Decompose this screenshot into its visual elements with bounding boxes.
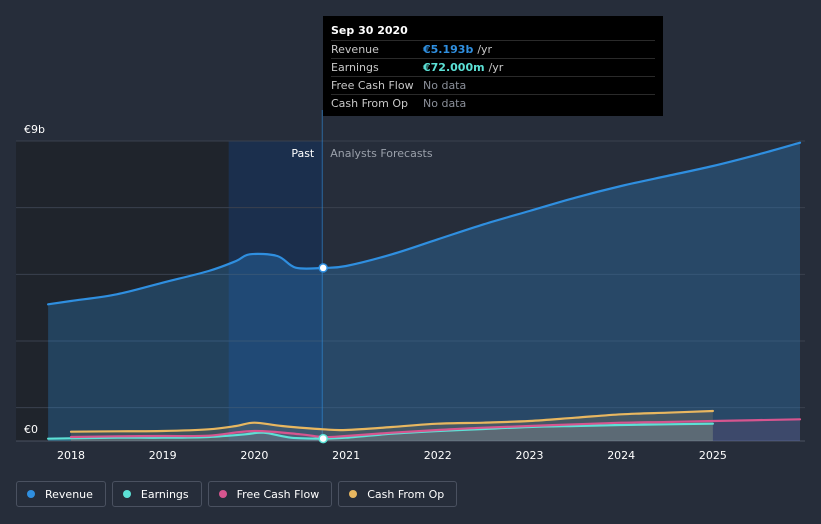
tooltip-label: Free Cash Flow	[331, 79, 414, 92]
legend-label: Cash From Op	[367, 487, 445, 501]
line-cash-from-op	[69, 409, 714, 433]
x-tick-label: 2021	[332, 449, 360, 462]
tooltip-row-earnings: Earnings €72.000m /yr	[331, 58, 655, 76]
x-tick-label: 2018	[57, 449, 85, 462]
x-tick-label: 2024	[607, 449, 635, 462]
line-earnings	[47, 422, 714, 440]
tooltip-label: Cash From Op	[331, 97, 409, 110]
tooltip-value-fcf: No data	[423, 79, 467, 92]
line-free-cash-flow	[69, 418, 802, 439]
region-label-forecast: Analysts Forecasts	[330, 147, 433, 160]
y-axis-bottom-label: €0	[24, 423, 38, 436]
legend-label: Free Cash Flow	[236, 487, 320, 501]
legend-item-earnings[interactable]: Earnings	[111, 481, 202, 507]
legend-label: Earnings	[140, 487, 189, 501]
legend-dot-icon	[349, 490, 358, 498]
legend: Revenue Earnings Free Cash Flow Cash Fro…	[16, 481, 458, 507]
tooltip-value-earnings: €72.000m	[423, 61, 485, 74]
tooltip-row-fcf: Free Cash Flow No data	[331, 76, 655, 94]
area-earnings	[48, 423, 713, 441]
tooltip-label: Earnings	[331, 61, 379, 74]
x-tick-label: 2025	[699, 449, 727, 462]
legend-label: Revenue	[45, 487, 93, 501]
legend-dot-icon	[122, 490, 131, 498]
legend-dot-icon	[27, 490, 35, 498]
legend-item-free-cash-flow[interactable]: Free Cash Flow	[207, 481, 333, 507]
region-label-past: Past	[291, 147, 315, 160]
past-shade	[16, 141, 229, 441]
tooltip: Sep 30 2020 Revenue €5.193b /yr Earnings…	[323, 16, 663, 116]
past-highlight	[228, 141, 323, 441]
tooltip-value-revenue: €5.193b	[423, 43, 474, 56]
line-revenue	[47, 141, 802, 306]
tooltip-row-cfo: Cash From Op No data	[331, 94, 655, 112]
area-revenue	[48, 142, 801, 441]
marker-earnings	[318, 433, 328, 444]
x-tick-label: 2019	[149, 449, 177, 462]
x-tick-label: 2023	[516, 449, 544, 462]
y-axis-top-label: €9b	[24, 123, 45, 136]
tooltip-unit: /yr	[488, 61, 504, 74]
tooltip-label: Revenue	[331, 43, 379, 56]
legend-dot-icon	[218, 490, 227, 498]
x-tick-label: 2020	[240, 449, 268, 462]
x-tick-label: 2022	[424, 449, 452, 462]
tooltip-unit: /yr	[477, 43, 493, 56]
marker-revenue	[318, 263, 328, 273]
legend-item-revenue[interactable]: Revenue	[16, 481, 106, 507]
tooltip-date: Sep 30 2020	[331, 24, 408, 37]
tooltip-row-revenue: Revenue €5.193b /yr	[331, 40, 655, 58]
tooltip-value-cfo: No data	[423, 97, 467, 110]
legend-item-cash-from-op[interactable]: Cash From Op	[338, 481, 458, 507]
